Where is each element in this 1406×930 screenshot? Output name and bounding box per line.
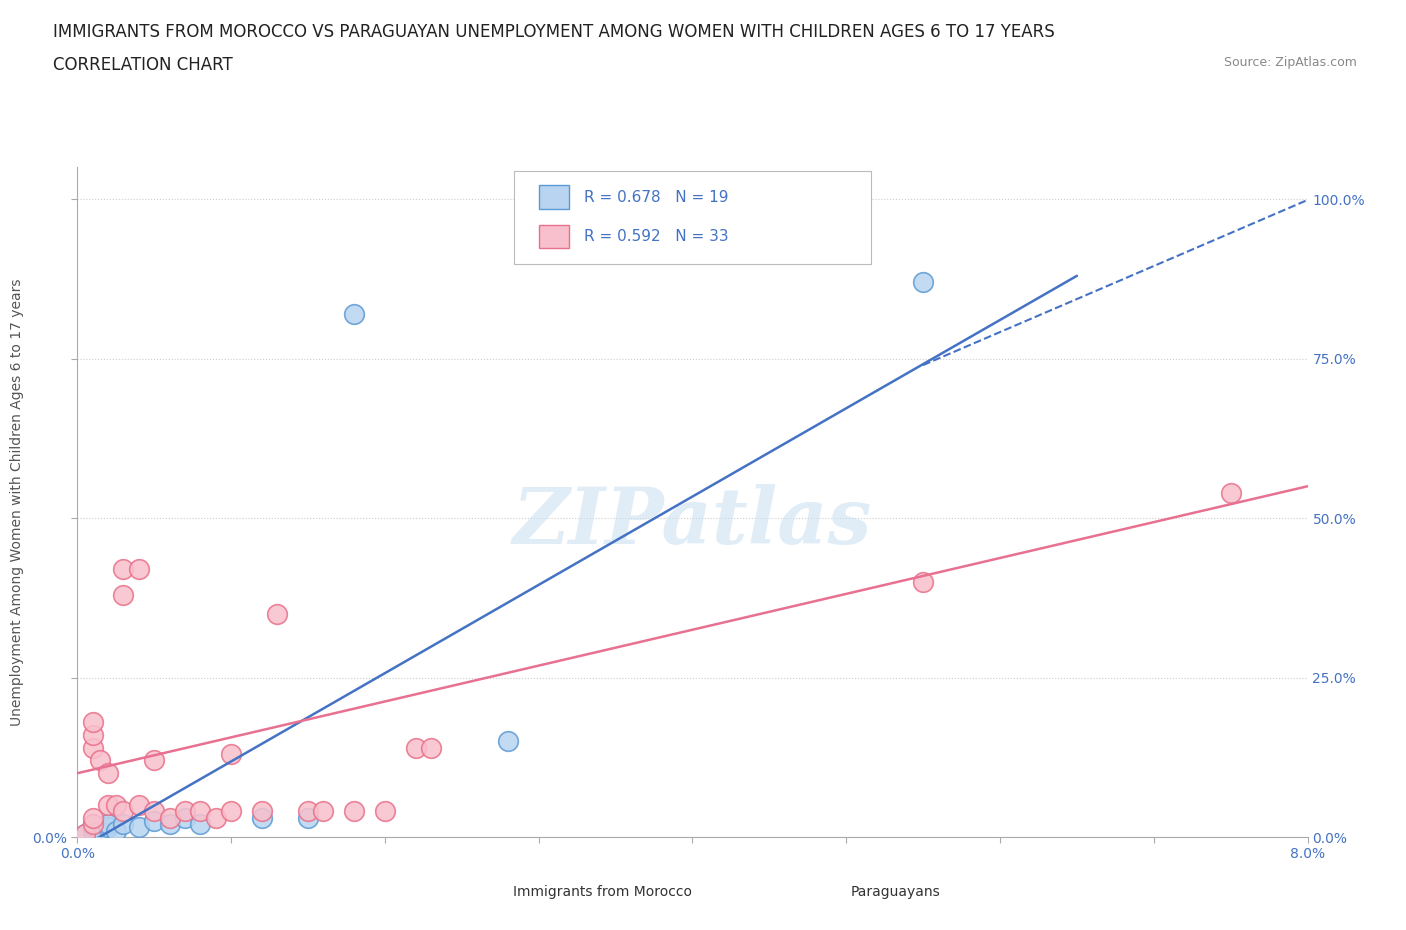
Text: Source: ZipAtlas.com: Source: ZipAtlas.com: [1223, 56, 1357, 69]
Point: [82, 727, 104, 742]
Text: ZIPatlas: ZIPatlas: [513, 484, 872, 561]
Point: [912, 274, 935, 289]
Point: [143, 814, 166, 829]
Point: [343, 804, 366, 819]
Point: [250, 804, 273, 819]
Point: [97, 765, 120, 780]
Point: [297, 810, 319, 825]
Point: [104, 823, 127, 838]
Point: [219, 747, 242, 762]
Point: [159, 810, 181, 825]
Point: [143, 804, 166, 819]
Point: [73, 827, 96, 842]
Point: [374, 804, 396, 819]
Point: [143, 753, 166, 768]
FancyBboxPatch shape: [515, 171, 870, 264]
Point: [343, 307, 366, 322]
Point: [82, 715, 104, 730]
Point: [250, 810, 273, 825]
Point: [312, 804, 335, 819]
Point: [128, 820, 150, 835]
Point: [266, 606, 288, 621]
Point: [112, 817, 135, 831]
Point: [496, 734, 519, 749]
Point: [405, 740, 427, 755]
Point: [112, 587, 135, 602]
Text: IMMIGRANTS FROM MOROCCO VS PARAGUAYAN UNEMPLOYMENT AMONG WOMEN WITH CHILDREN AGE: IMMIGRANTS FROM MOROCCO VS PARAGUAYAN UN…: [53, 23, 1054, 41]
Point: [112, 804, 135, 819]
Point: [82, 820, 104, 835]
Point: [159, 817, 181, 831]
Text: CORRELATION CHART: CORRELATION CHART: [53, 56, 233, 73]
Point: [219, 804, 242, 819]
Point: [82, 817, 104, 831]
Point: [89, 753, 111, 768]
Point: [73, 827, 96, 842]
Bar: [538, 225, 569, 248]
Point: [82, 740, 104, 755]
Point: [82, 817, 104, 831]
Point: [82, 810, 104, 825]
Point: [912, 575, 935, 590]
Text: Immigrants from Morocco: Immigrants from Morocco: [513, 884, 692, 899]
Text: R = 0.592   N = 33: R = 0.592 N = 33: [585, 229, 728, 244]
Point: [89, 823, 111, 838]
Point: [174, 810, 197, 825]
Point: [97, 820, 120, 835]
Point: [128, 798, 150, 813]
Text: Paraguayans: Paraguayans: [851, 884, 941, 899]
Point: [174, 804, 197, 819]
Point: [112, 562, 135, 577]
Bar: [538, 185, 569, 209]
Point: [97, 817, 120, 831]
Point: [204, 810, 226, 825]
Point: [82, 823, 104, 838]
Point: [104, 798, 127, 813]
Point: [297, 804, 319, 819]
Point: [1219, 485, 1241, 500]
Y-axis label: Unemployment Among Women with Children Ages 6 to 17 years: Unemployment Among Women with Children A…: [10, 278, 24, 726]
Point: [128, 562, 150, 577]
Point: [97, 798, 120, 813]
Point: [190, 804, 212, 819]
Point: [190, 817, 212, 831]
Text: R = 0.678   N = 19: R = 0.678 N = 19: [585, 190, 728, 205]
Point: [420, 740, 443, 755]
